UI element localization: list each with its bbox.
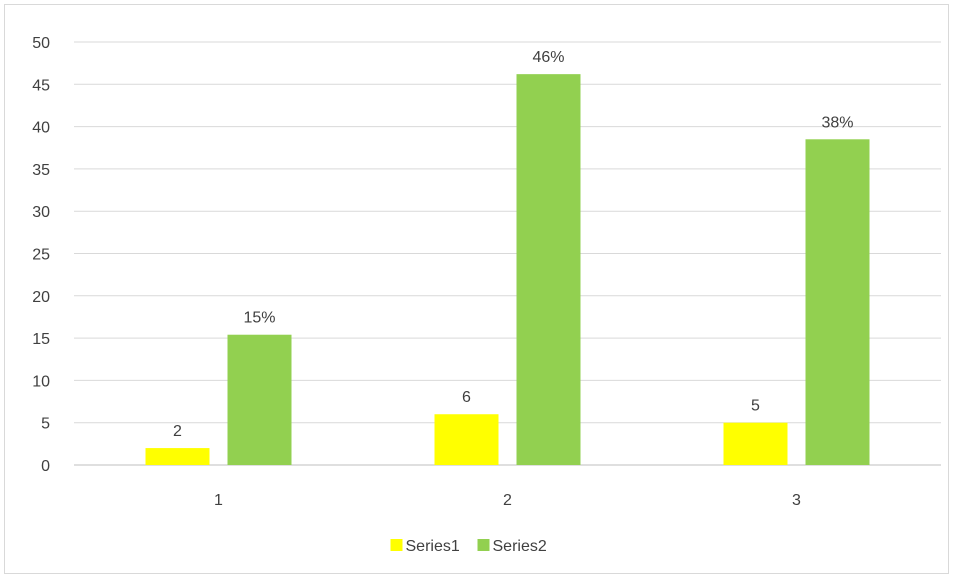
y-tick-label: 50 (32, 35, 50, 52)
data-label: 38% (821, 114, 853, 131)
x-category-label: 1 (214, 492, 223, 509)
legend-swatch (477, 539, 490, 551)
data-label: 6 (462, 389, 471, 406)
data-labels: 2 15% 6 46% 5 38% (173, 49, 853, 440)
bar-series2-cat1 (227, 334, 292, 465)
bar-series1-cat1 (145, 448, 210, 465)
chart-frame: 0 5 10 15 20 25 30 35 40 45 50 2 15% 6 46% 5 38% 1 2 3 Se… (4, 4, 949, 574)
y-tick-label: 5 (41, 416, 50, 433)
bar-chart: 0 5 10 15 20 25 30 35 40 45 50 2 15% 6 46% 5 38% 1 2 3 Se… (32, 35, 941, 555)
data-label: 46% (532, 49, 564, 66)
y-tick-label: 40 (32, 120, 50, 137)
x-category-label: 3 (792, 492, 801, 509)
data-label: 2 (173, 423, 182, 440)
bar-series2-cat3 (805, 139, 870, 466)
bar-series1-cat2 (434, 414, 499, 465)
x-axis-categories: 1 2 3 (214, 492, 801, 509)
gridlines (74, 41, 941, 466)
y-tick-label: 25 (32, 247, 50, 264)
y-tick-label: 10 (32, 373, 50, 390)
y-axis-ticks: 0 5 10 15 20 25 30 35 40 45 50 (32, 35, 50, 475)
legend: Series1 Series2 (390, 538, 547, 555)
x-category-label: 2 (503, 492, 512, 509)
y-tick-label: 15 (32, 331, 50, 348)
bar-series2-cat2 (516, 74, 581, 465)
legend-label: Series1 (406, 538, 460, 555)
data-label: 5 (751, 398, 760, 415)
y-tick-label: 20 (32, 289, 50, 306)
y-tick-label: 45 (32, 77, 50, 94)
y-tick-label: 0 (41, 458, 50, 475)
bars (145, 74, 870, 466)
data-label: 15% (243, 310, 275, 327)
y-tick-label: 30 (32, 204, 50, 221)
y-tick-label: 35 (32, 162, 50, 179)
legend-label: Series2 (493, 538, 547, 555)
legend-swatch (390, 539, 403, 551)
bar-series1-cat3 (723, 422, 788, 465)
